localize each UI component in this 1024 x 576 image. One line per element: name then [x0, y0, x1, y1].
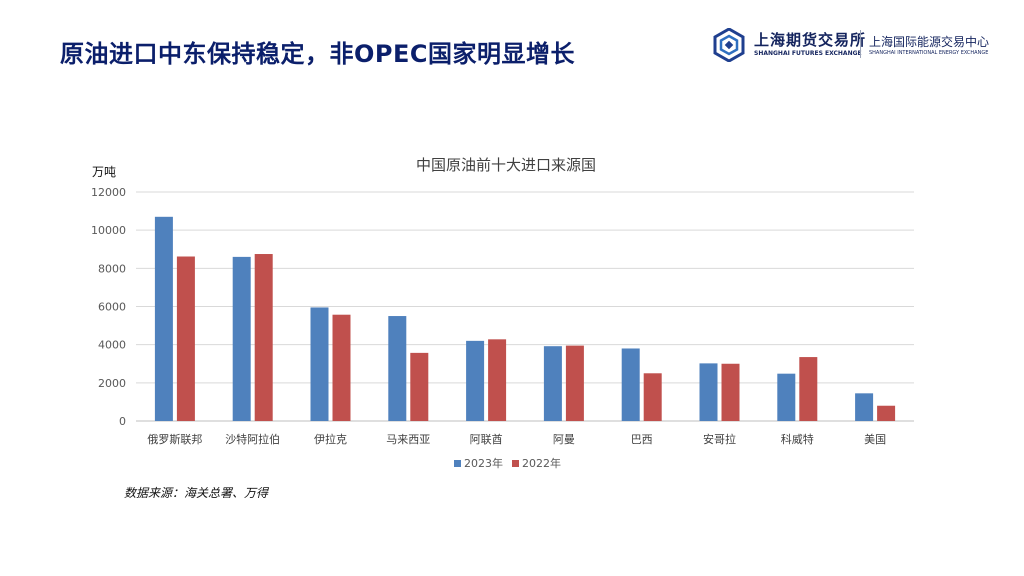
legend-label: 2023年 [464, 456, 503, 470]
x-tick-label: 马来西亚 [386, 433, 430, 446]
x-tick-label: 安哥拉 [703, 432, 736, 446]
legend-label: 2022年 [522, 456, 561, 470]
bar [855, 393, 874, 421]
logo-shfe-name: 上海期货交易所 [754, 31, 867, 49]
bar [699, 363, 718, 421]
bar [176, 256, 195, 421]
x-tick-label: 伊拉克 [314, 432, 347, 446]
bar [877, 405, 896, 421]
bar [254, 254, 273, 421]
chart-title: 中国原油前十大进口来源国 [416, 156, 596, 174]
x-axis-labels: 俄罗斯联邦 沙特阿拉伯 伊拉克 马来西亚 阿联酋 阿曼 巴西 安哥拉 科威特 美国 [147, 432, 886, 446]
gridlines [136, 191, 914, 422]
y-tick-label: 12000 [91, 186, 126, 199]
x-tick-label: 俄罗斯联邦 [147, 433, 202, 446]
bar [643, 373, 662, 421]
legend: 2023年 2022年 [454, 456, 561, 470]
bar [777, 373, 796, 421]
bar [621, 348, 640, 421]
x-tick-label: 沙特阿拉伯 [225, 432, 280, 446]
legend-swatch [454, 460, 461, 467]
logo-ine-name: 上海国际能源交易中心 [869, 35, 990, 49]
x-tick-label: 科威特 [781, 432, 814, 446]
logo-shfe-english: SHANGHAI FUTURES EXCHANGE [754, 50, 862, 57]
x-tick-label: 巴西 [631, 433, 653, 446]
x-tick-label: 阿曼 [553, 433, 575, 446]
bar [388, 316, 407, 421]
x-tick-label: 阿联酋 [470, 432, 503, 446]
bar [410, 352, 429, 421]
y-axis-unit: 万吨 [92, 165, 116, 179]
bar [310, 307, 329, 421]
bar [565, 345, 584, 421]
y-tick-label: 4000 [98, 339, 126, 352]
bar [543, 346, 562, 421]
bar [466, 340, 485, 421]
y-tick-label: 6000 [98, 301, 126, 314]
bar [721, 363, 740, 421]
y-axis-ticks: 0 2000 4000 6000 8000 10000 12000 [91, 186, 126, 428]
logo-divider [860, 30, 861, 58]
x-tick-label: 美国 [864, 433, 886, 446]
bar [232, 256, 251, 421]
bar [799, 357, 818, 421]
exchange-logo: 上海期货交易所 SHANGHAI FUTURES EXCHANGE 上海国际能源… [712, 26, 1012, 66]
bars [154, 216, 896, 421]
data-source-note: 数据来源：海关总署、万得 [124, 486, 269, 500]
y-tick-label: 10000 [91, 224, 126, 237]
bar [154, 216, 173, 421]
shfe-logo-icon [713, 28, 745, 62]
page-title: 原油进口中东保持稳定，非OPEC国家明显增长 [60, 40, 575, 68]
logo-ine-english: SHANGHAI INTERNATIONAL ENERGY EXCHANGE [869, 50, 989, 56]
y-tick-label: 0 [119, 415, 126, 428]
y-tick-label: 2000 [98, 377, 126, 390]
bar [332, 314, 351, 421]
y-tick-label: 8000 [98, 262, 126, 275]
bar [488, 339, 507, 421]
legend-swatch [512, 460, 519, 467]
